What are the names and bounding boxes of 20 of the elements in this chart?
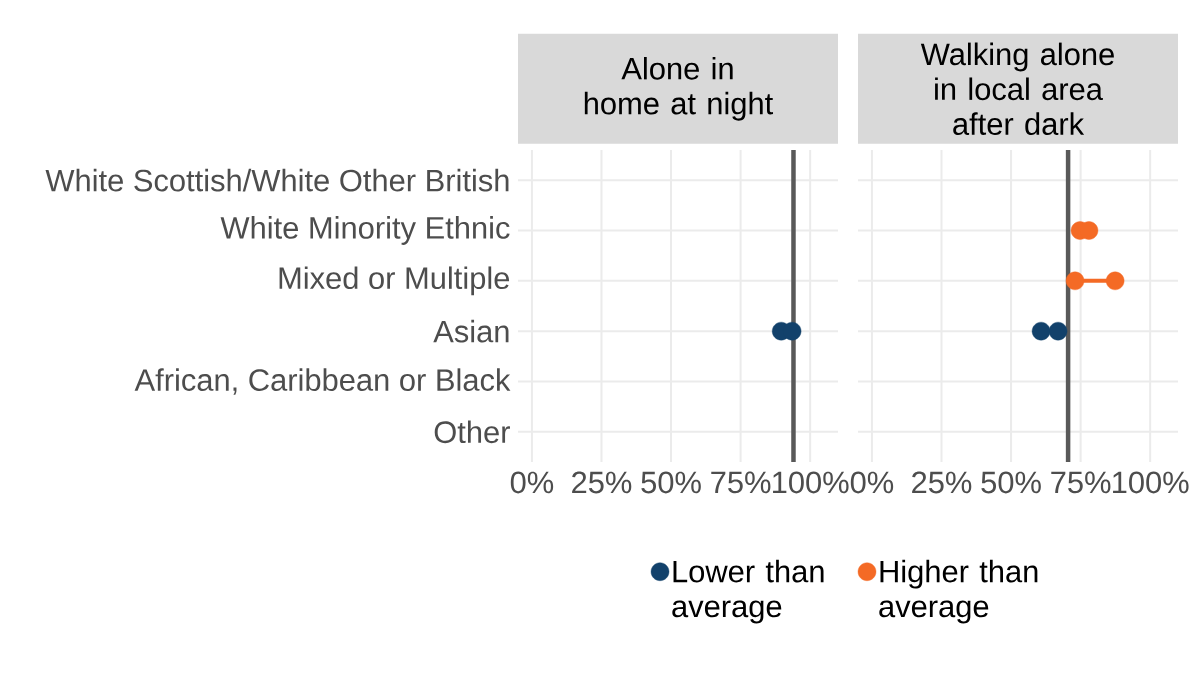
x-tick-label: 25% [912,471,972,494]
y-tick-label: African, Caribbean or Black [134,368,511,395]
y-tick-label: Other [434,420,510,444]
x-tick-label: 0% [510,471,554,494]
x-tick-label: 75% [1051,471,1111,494]
y-tick-label: Mixed or Multiple [279,266,510,296]
x-tick-label: 50% [981,471,1041,494]
x-tick-label: 25% [572,471,632,494]
x-tick-label: 50% [641,471,701,494]
x-tick-label: 0% [850,471,894,494]
chart-title: Walking alone in local area after dark [920,42,1114,136]
legend-label: Lower than average [672,559,824,624]
y-tick-label: White Minority Ethnic [220,216,510,245]
y-tick-label: White Scottish/White Other British [45,168,509,192]
chart-title: Alone in home at night [584,56,774,121]
x-tick-label: 75% [711,471,771,494]
legend-label: Higher than average [879,559,1038,624]
x-tick-label: 100% [773,471,849,494]
x-tick-label: 100% [1113,471,1189,494]
y-tick-label: Asian [433,319,509,343]
